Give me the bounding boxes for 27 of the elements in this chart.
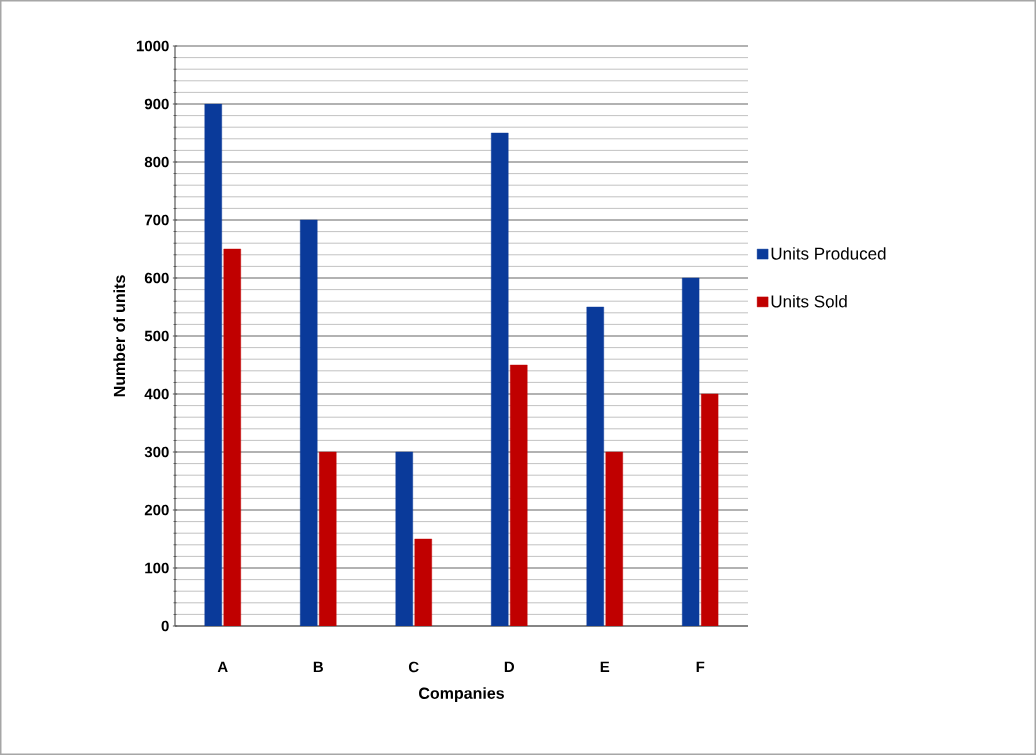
y-tick-label: 500 [144,330,169,342]
y-tick-label: 100 [145,562,169,574]
bar [586,306,604,626]
y-tick-label: 0 [161,620,169,632]
y-tick-label: 200 [144,504,169,516]
y-tick-label: 400 [144,388,169,400]
bar [204,103,222,626]
x-tick-label: F [696,661,705,672]
y-tick-label: 1000 [136,40,169,52]
y-tick-label: 300 [144,446,169,458]
bar [300,219,318,626]
x-tick-label: A [217,661,228,672]
y-tick-label: 600 [144,272,169,284]
y-tick-label: 800 [144,156,169,168]
bar [395,451,413,626]
y-axis-title: Number of units [113,275,126,397]
x-axis-title: Companies [419,687,504,703]
x-tick-label: B [313,661,323,672]
y-tick-label: 900 [144,98,169,110]
x-tick-label: E [600,661,610,672]
x-tick-label: D [504,661,515,672]
bar [491,132,509,626]
x-tick-label: C [408,661,419,673]
y-tick-label: 700 [144,214,169,226]
legend-label: Units Produced [771,247,886,260]
legend-label: Units Sold [771,295,847,308]
bar [682,277,700,626]
